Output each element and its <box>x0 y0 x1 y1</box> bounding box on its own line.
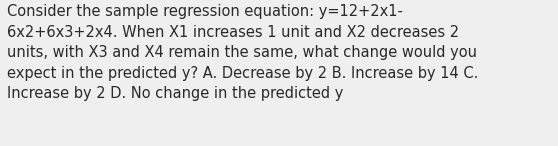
Text: Consider the sample regression equation: y=12+2x1-
6x2+6x3+2x4. When X1 increase: Consider the sample regression equation:… <box>7 4 478 101</box>
